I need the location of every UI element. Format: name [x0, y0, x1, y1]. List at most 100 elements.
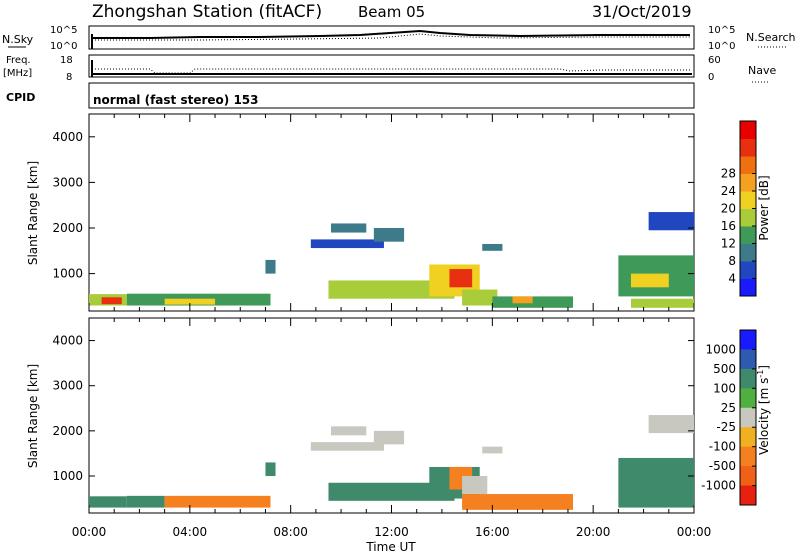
power-colorbar-tick-label: 24: [721, 184, 736, 198]
velocity-colorbar-swatch: [740, 446, 756, 467]
power-cell: [101, 297, 122, 305]
power-colorbar-tick-label: 12: [721, 237, 736, 251]
velocity-cell: [265, 462, 276, 476]
velocity-colorbar-swatch: [740, 330, 756, 350]
velocity-colorbar-tick-label: -25: [716, 420, 736, 434]
power-range-tick-label: 4000: [52, 130, 83, 144]
time-tick-label: 16:00: [475, 525, 510, 539]
nave-tick-bottom: 0: [708, 72, 714, 83]
power-colorbar-label: Power [dB]: [757, 175, 771, 240]
velocity-colorbar-label: Velocity [m s-1]: [756, 365, 771, 455]
power-colorbar-swatch: [740, 261, 756, 279]
velocity-colorbar-swatch: [740, 466, 756, 487]
nsky-tick-top: 10^5: [50, 25, 77, 36]
date-label: 31/Oct/2019: [592, 2, 692, 21]
velocity-cell: [462, 494, 573, 510]
velocity-label-end: ]: [757, 365, 771, 370]
power-range-tick-label: 3000: [52, 175, 83, 189]
power-colorbar-swatch: [740, 243, 756, 262]
power-cell: [310, 239, 384, 249]
power-cell: [648, 212, 694, 231]
cpid-text: normal (fast stereo) 153: [93, 93, 259, 107]
power-colorbar-swatch: [740, 226, 756, 244]
time-tick-label: 00:00: [677, 525, 712, 539]
velocity-range-axis-label: Slant Range [km]: [26, 364, 40, 468]
velocity-colorbar-frame: [739, 329, 757, 506]
velocity-cell: [331, 426, 367, 436]
power-colorbar-swatch: [740, 156, 756, 174]
time-tick-label: 04:00: [173, 525, 208, 539]
power-colorbar-tick-label: 4: [728, 272, 736, 286]
time-tick-label: 12:00: [374, 525, 409, 539]
velocity-range-tick-label: 3000: [52, 379, 83, 393]
velocity-cell: [328, 482, 455, 501]
freq-unit: [MHz]: [3, 68, 32, 79]
velocity-colorbar-tick-label: 25: [721, 401, 736, 415]
velocity-colorbar-tick-label: 1000: [705, 342, 736, 356]
power-range-axis-label: Slant Range [km]: [26, 161, 40, 265]
power-cell: [462, 289, 498, 306]
velocity-range-tick-label: 1000: [52, 469, 83, 483]
nsky-panel: [88, 25, 695, 50]
freq-panel: [88, 54, 695, 78]
velocity-colorbar-swatch: [740, 427, 756, 448]
power-colorbar-swatch: [740, 138, 756, 157]
freq-label: Freq.: [6, 55, 31, 66]
nsky-trace: [92, 29, 690, 39]
velocity-time-ticks: [88, 318, 695, 513]
velocity-label-sup: -1: [756, 370, 765, 378]
velocity-cell: [482, 446, 503, 454]
power-range-tick-label: 2000: [52, 221, 83, 235]
station-title: Zhongshan Station (fitACF): [92, 2, 322, 22]
cpid-panel: [88, 82, 695, 109]
nsky-tick-bottom: 10^0: [50, 41, 77, 52]
time-axis-label: Time UT: [365, 540, 416, 554]
nsky-label: N.Sky: [2, 33, 34, 46]
power-colorbar-swatch: [740, 173, 756, 192]
freq-tick-top: 18: [60, 55, 73, 66]
power-colorbar-tick-label: 28: [721, 167, 736, 181]
velocity-colorbar-swatch: [740, 407, 756, 428]
time-tick-label: 20:00: [576, 525, 611, 539]
velocity-colorbar-tick-label: -500: [709, 459, 736, 473]
velocity-cells: [89, 415, 694, 510]
power-cell: [630, 298, 694, 308]
power-cell: [331, 223, 367, 233]
velocity-range-tick-label: 4000: [52, 334, 83, 348]
nave-trace: [92, 68, 692, 74]
velocity-colorbar: 1000 500 100 25 -25 -100 -500 -1000: [701, 329, 757, 506]
velocity-cell: [164, 495, 271, 508]
power-cell: [265, 259, 276, 274]
power-time-ticks: [88, 114, 695, 311]
time-tick-label: 00:00: [72, 525, 107, 539]
power-cell: [328, 280, 455, 299]
power-colorbar-swatch: [740, 208, 756, 227]
velocity-colorbar-tick-label: -100: [709, 440, 736, 454]
power-colorbar-tick-label: 20: [721, 202, 736, 216]
velocity-cell: [89, 496, 127, 508]
velocity-colorbar-swatch: [740, 349, 756, 370]
power-colorbar-tick-label: 16: [721, 219, 736, 233]
nave-label: Nave: [748, 64, 776, 77]
velocity-cell: [373, 430, 405, 445]
velocity-cell: [648, 415, 694, 434]
velocity-colorbar-tick-label: 100: [713, 381, 736, 395]
nsky-rtick-top: 10^5: [708, 25, 735, 36]
cpid-label: CPID: [6, 91, 35, 104]
power-cell: [482, 243, 503, 251]
time-axis-labels: 00:00 04:00 08:00 12:00 16:00 20:00 00:00: [72, 525, 712, 539]
power-colorbar: 4 8 12 16 20 24 28: [721, 120, 757, 297]
velocity-cell: [462, 475, 488, 495]
velocity-cell: [310, 442, 384, 451]
velocity-range-ticks: 1000 2000 3000 4000: [52, 334, 694, 483]
velocity-colorbar-tick-label: -1000: [701, 479, 736, 493]
nsky-rtick-bottom: 10^0: [708, 41, 735, 52]
velocity-label-main: Velocity [m s: [757, 378, 771, 455]
velocity-colorbar-swatch: [740, 388, 756, 409]
nsearch-label: N.Search: [746, 31, 796, 44]
nsearch-trace: [92, 33, 690, 41]
velocity-colorbar-swatch: [740, 485, 756, 506]
power-colorbar-swatch: [740, 191, 756, 209]
power-range-tick-label: 1000: [52, 267, 83, 281]
